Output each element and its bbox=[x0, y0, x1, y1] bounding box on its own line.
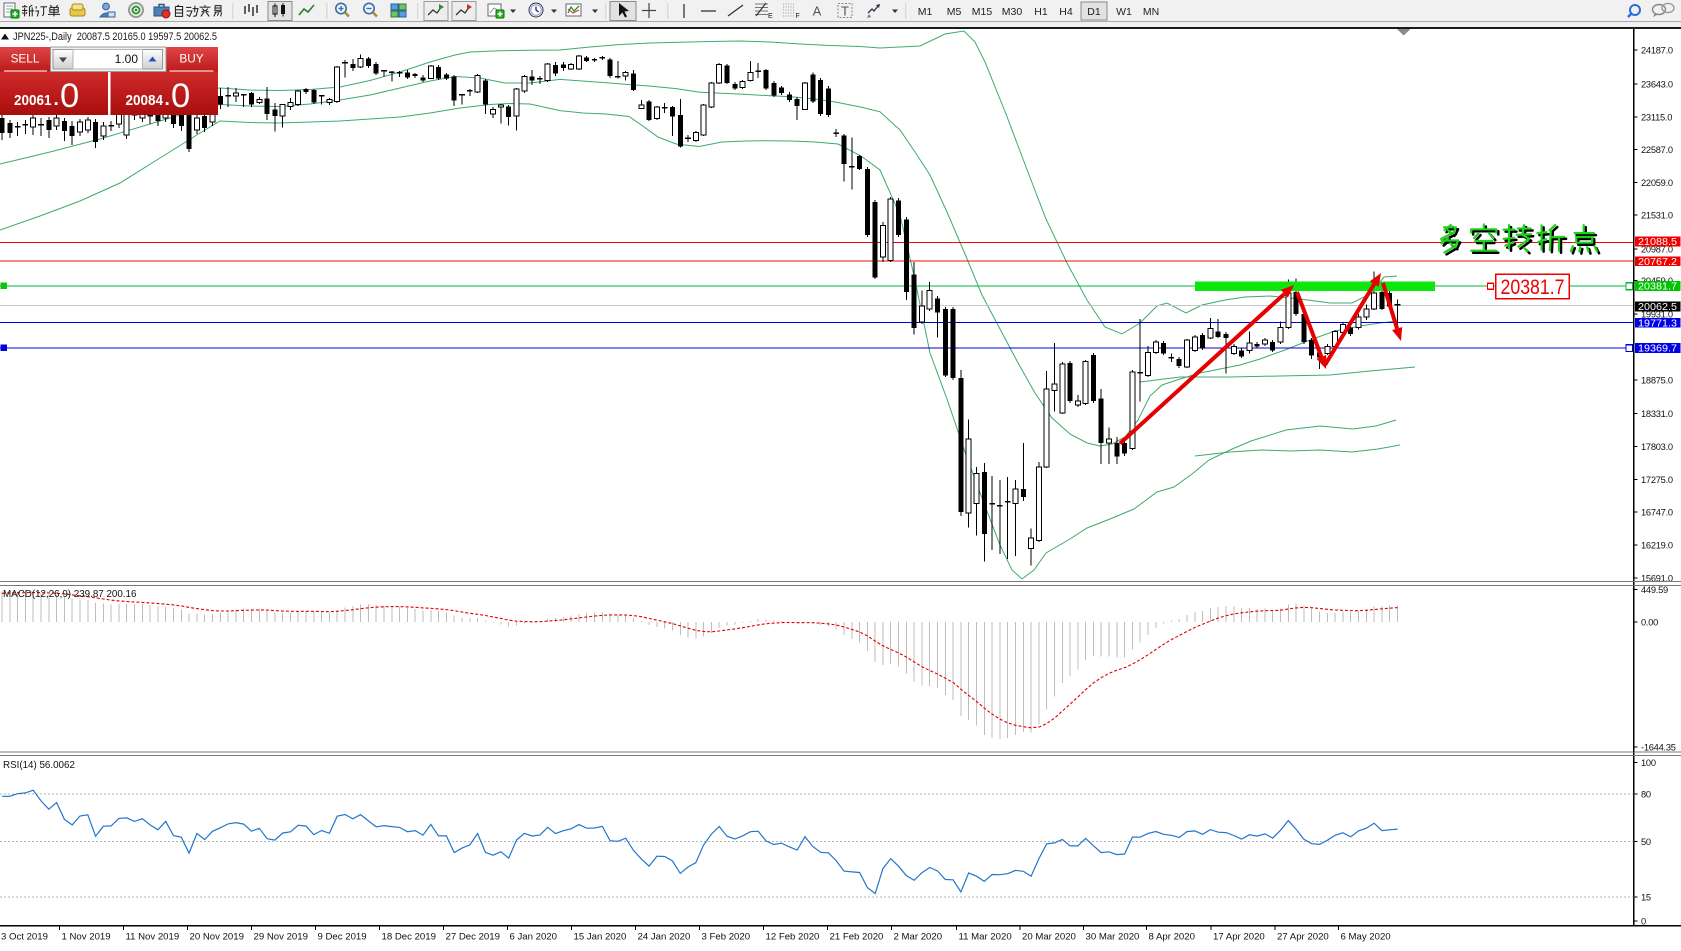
svg-text:20987.0: 20987.0 bbox=[1641, 245, 1673, 255]
svg-text:0.00: 0.00 bbox=[1641, 618, 1658, 628]
svg-text:20459.0: 20459.0 bbox=[1641, 276, 1673, 286]
svg-text:RSI(14) 56.0062: RSI(14) 56.0062 bbox=[3, 760, 75, 771]
svg-text:100: 100 bbox=[1641, 758, 1656, 768]
svg-text:A: A bbox=[813, 4, 822, 19]
svg-text:.: . bbox=[165, 89, 170, 110]
svg-text:19771.3: 19771.3 bbox=[1638, 318, 1677, 329]
svg-text:20381.7: 20381.7 bbox=[1638, 282, 1677, 293]
svg-text:.: . bbox=[54, 89, 59, 110]
svg-text:17803.0: 17803.0 bbox=[1641, 442, 1673, 452]
svg-text:JPN225-,Daily 20087.5 20165.0: JPN225-,Daily 20087.5 20165.0 19597.5 20… bbox=[13, 31, 217, 43]
svg-text:21531.0: 21531.0 bbox=[1641, 211, 1673, 221]
svg-text:15 Jan 2020: 15 Jan 2020 bbox=[574, 932, 627, 943]
svg-text:8 Apr 2020: 8 Apr 2020 bbox=[1149, 932, 1195, 943]
svg-text:18875.0: 18875.0 bbox=[1641, 376, 1673, 386]
svg-text:22059.0: 22059.0 bbox=[1641, 178, 1673, 188]
svg-text:3 Oct 2019: 3 Oct 2019 bbox=[1, 932, 48, 943]
svg-text:0: 0 bbox=[171, 77, 190, 115]
svg-text:6 May 2020: 6 May 2020 bbox=[1341, 932, 1391, 943]
svg-text:20 Nov 2019: 20 Nov 2019 bbox=[190, 932, 244, 943]
svg-text:19369.7: 19369.7 bbox=[1638, 344, 1677, 355]
svg-text:1.00: 1.00 bbox=[115, 52, 139, 66]
svg-text:15: 15 bbox=[1641, 893, 1651, 903]
svg-text:SELL: SELL bbox=[11, 52, 40, 66]
svg-text:19931.0: 19931.0 bbox=[1641, 310, 1673, 320]
svg-text:20767.2: 20767.2 bbox=[1638, 257, 1677, 268]
svg-text:-1644.35: -1644.35 bbox=[1641, 743, 1676, 753]
svg-text:80: 80 bbox=[1641, 790, 1651, 800]
svg-text:M15: M15 bbox=[972, 6, 993, 18]
svg-text:16747.0: 16747.0 bbox=[1641, 508, 1673, 518]
svg-text:H1: H1 bbox=[1034, 6, 1048, 18]
svg-text:29 Nov 2019: 29 Nov 2019 bbox=[254, 932, 308, 943]
svg-text:MN: MN bbox=[1143, 6, 1159, 18]
svg-text:6 Jan 2020: 6 Jan 2020 bbox=[510, 932, 557, 943]
svg-text:11 Nov 2019: 11 Nov 2019 bbox=[126, 932, 180, 943]
svg-text:20084: 20084 bbox=[126, 93, 164, 109]
svg-text:BUY: BUY bbox=[179, 52, 203, 66]
svg-text:MACD(12,26,9) 239.87 200.16: MACD(12,26,9) 239.87 200.16 bbox=[3, 589, 137, 600]
svg-text:11 Mar 2020: 11 Mar 2020 bbox=[959, 932, 1012, 943]
svg-text:18 Dec 2019: 18 Dec 2019 bbox=[382, 932, 436, 943]
svg-text:E: E bbox=[768, 13, 773, 20]
svg-text:3 Feb 2020: 3 Feb 2020 bbox=[702, 932, 751, 943]
svg-text:20381.7: 20381.7 bbox=[1501, 275, 1565, 299]
svg-text:D1: D1 bbox=[1087, 6, 1101, 18]
svg-text:20061: 20061 bbox=[14, 93, 52, 109]
svg-text:9 Dec 2019: 9 Dec 2019 bbox=[318, 932, 367, 943]
svg-text:12 Feb 2020: 12 Feb 2020 bbox=[766, 932, 820, 943]
svg-text:M5: M5 bbox=[947, 6, 962, 18]
svg-text:W1: W1 bbox=[1116, 6, 1132, 18]
svg-text:H4: H4 bbox=[1059, 6, 1073, 18]
svg-text:21088.5: 21088.5 bbox=[1638, 237, 1677, 248]
svg-text:22587.0: 22587.0 bbox=[1641, 145, 1673, 155]
svg-text:16219.0: 16219.0 bbox=[1641, 541, 1673, 551]
svg-text:0: 0 bbox=[60, 77, 79, 115]
svg-text:20 Mar 2020: 20 Mar 2020 bbox=[1022, 932, 1076, 943]
svg-text:0: 0 bbox=[1641, 917, 1646, 927]
svg-text:30 Mar 2020: 30 Mar 2020 bbox=[1086, 932, 1140, 943]
svg-text:M30: M30 bbox=[1002, 6, 1023, 18]
svg-text:1 Nov 2019: 1 Nov 2019 bbox=[62, 932, 111, 943]
svg-text:27 Dec 2019: 27 Dec 2019 bbox=[446, 932, 500, 943]
svg-text:21 Feb 2020: 21 Feb 2020 bbox=[830, 932, 884, 943]
svg-text:15691.0: 15691.0 bbox=[1641, 574, 1673, 584]
svg-text:27 Apr 2020: 27 Apr 2020 bbox=[1277, 932, 1329, 943]
svg-text:24 Jan 2020: 24 Jan 2020 bbox=[638, 932, 691, 943]
svg-text:24187.0: 24187.0 bbox=[1641, 46, 1673, 56]
svg-text:20062.5: 20062.5 bbox=[1638, 302, 1677, 313]
svg-text:50: 50 bbox=[1641, 837, 1651, 847]
svg-text:2 Mar 2020: 2 Mar 2020 bbox=[894, 932, 943, 943]
svg-text:T: T bbox=[841, 4, 849, 19]
svg-text:23115.0: 23115.0 bbox=[1641, 113, 1672, 123]
svg-text:17275.0: 17275.0 bbox=[1641, 475, 1673, 485]
svg-text:M1: M1 bbox=[918, 6, 933, 18]
svg-text:18331.0: 18331.0 bbox=[1641, 409, 1673, 419]
svg-text:17 Apr 2020: 17 Apr 2020 bbox=[1213, 932, 1265, 943]
svg-text:449.59: 449.59 bbox=[1641, 585, 1668, 595]
svg-text:23643.0: 23643.0 bbox=[1641, 80, 1673, 90]
svg-text:F: F bbox=[796, 13, 800, 20]
